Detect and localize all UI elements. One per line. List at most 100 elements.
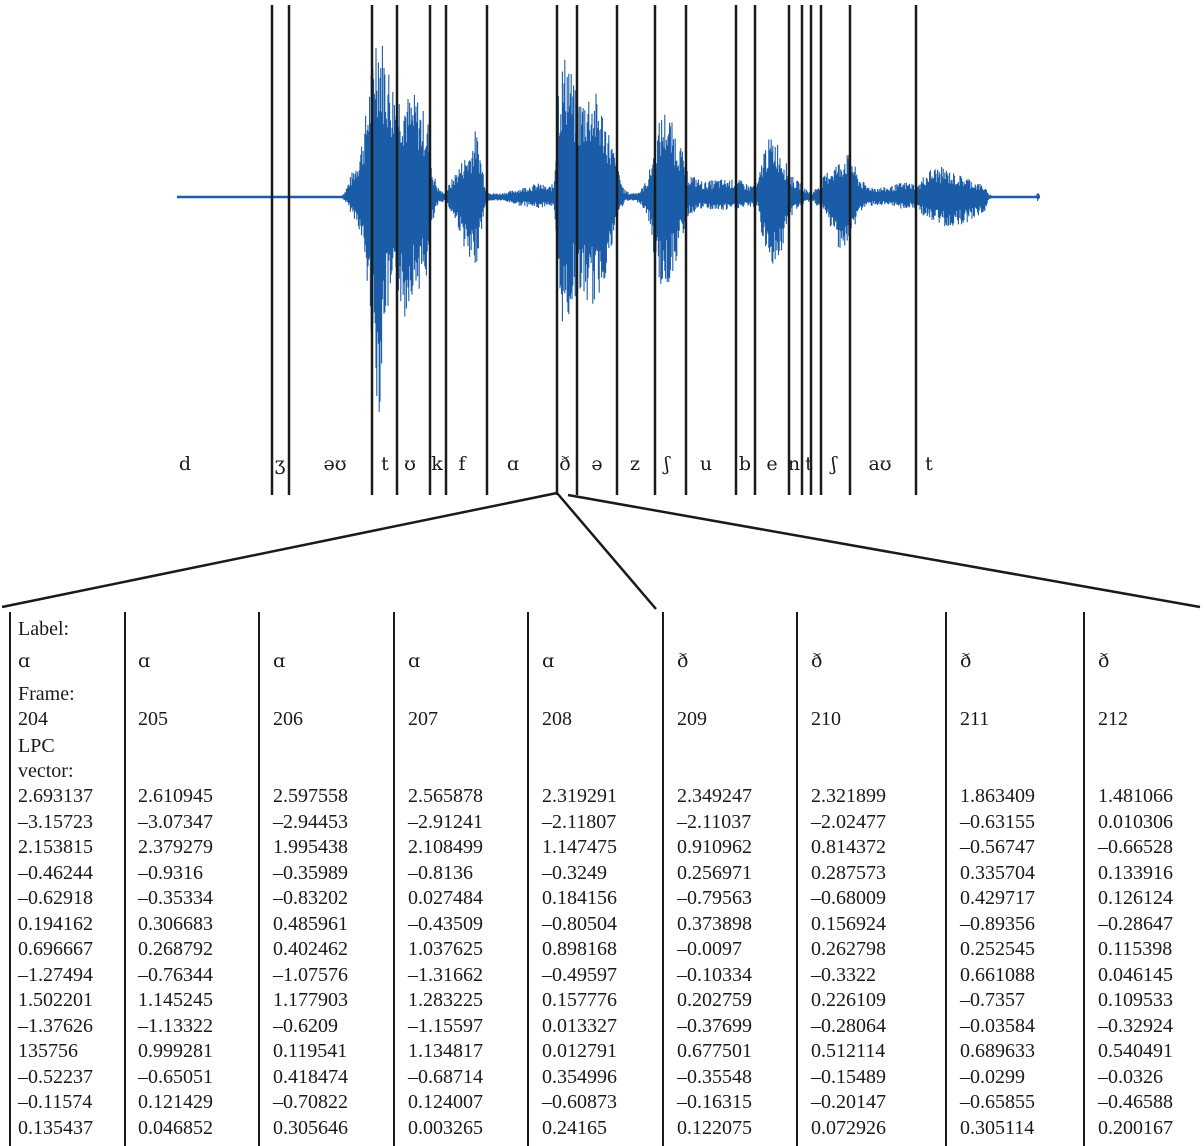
frame-cell: 205 [138,708,168,730]
lpc-value-cell: –0.0326 [1098,1065,1163,1088]
lpc-value-cell: 0.305114 [960,1116,1035,1139]
lpc-value-cell: 0.696667 [18,938,93,960]
lpc-value-cell: –0.10334 [677,963,752,986]
lpc-value-cell: 0.226109 [811,989,886,1011]
frame-cell: 208 [542,708,572,730]
lpc-value-cell: 0.157776 [542,989,617,1011]
lpc-value-cell: 0.910962 [677,836,752,858]
lpc-value-cell: –0.32924 [1098,1014,1173,1037]
lpc-value-cell: 0.194162 [18,912,93,935]
lpc-value-cell: –1.27494 [18,963,93,986]
label-heading: Label: [18,618,70,640]
lpc-value-cell: 0.898168 [542,938,617,960]
phoneme-label: f [458,453,467,475]
lpc-value-cell: 0.689633 [960,1040,1035,1062]
lpc-value-cell: 0.003265 [408,1116,483,1139]
lpc-value-cell: –0.79563 [677,887,752,909]
lpc-value-cell: –3.15723 [18,810,93,833]
frame-cell: 210 [811,708,841,730]
lpc-value-cell: 0.124007 [408,1091,483,1113]
phoneme-label: ɑ [507,453,519,475]
lpc-value-cell: 2.693137 [18,785,93,807]
lpc-value-cell: –0.15489 [811,1065,886,1088]
lpc-value-cell: 0.262798 [811,938,886,960]
lpc-value-cell: –0.52237 [18,1065,93,1088]
lpc-value-cell: 1.147475 [542,836,617,858]
lpc-value-cell: 1.134817 [408,1040,483,1062]
phoneme-label: aʊ [868,453,891,475]
lpc-value-cell: –0.66528 [1098,836,1173,858]
lpc-value-cell: –0.35334 [138,887,213,909]
phoneme-label: ə [591,453,602,475]
phoneme-label: z [630,453,640,475]
lpc-value-cell: 2.610945 [138,785,213,807]
lpc-value-cell: –0.28064 [811,1014,886,1037]
lpc-value-cell: –0.76344 [138,963,213,986]
lpc-value-cell: 0.156924 [811,912,886,935]
lpc-value-cell: 0.121429 [138,1091,213,1113]
lpc-value-cell: 0.184156 [542,887,617,909]
lpc-value-cell: 0.126124 [1098,887,1173,909]
phoneme-boundaries [270,5,918,495]
lpc-value-cell: 0.429717 [960,887,1035,909]
label-cell: ð [960,650,972,672]
lpc-value-cell: 2.108499 [408,836,483,858]
phoneme-label: ʊ [404,453,416,475]
lpc-heading-line-1: LPC [18,735,55,757]
phoneme-label: ʃ [829,453,838,475]
lpc-value-cell: –0.20147 [811,1091,886,1113]
lpc-value-cell: 135756 [18,1040,78,1062]
lpc-value-cell: 0.012791 [542,1040,617,1062]
lpc-value-cell: –2.91241 [408,810,483,833]
frame-cell: 207 [408,708,438,730]
lpc-table-grid [9,612,1085,1146]
lpc-value-cell: 1.283225 [408,989,483,1011]
lpc-value-cell: 0.256971 [677,861,752,884]
phoneme-label: ʃ [662,453,671,475]
lpc-value-cell: 0.402462 [273,938,348,960]
lpc-value-cell: –0.8136 [408,861,473,884]
label-cell: ɑ [18,650,31,672]
lpc-heading-line-2: vector: [18,760,74,782]
lpc-value-cell: –0.03584 [960,1014,1035,1037]
lpc-value-cell: 0.661088 [960,963,1035,986]
phoneme-label: ð [559,453,570,475]
lpc-value-cell: 0.109533 [1098,989,1173,1011]
lpc-value-cell: –0.80504 [542,912,617,935]
lpc-value-cell: –0.7357 [960,989,1025,1011]
phoneme-labels: d ʒ əʊ t ʊ k f ɑ ð ə z ʃ u b e n t ʃ aʊ t [179,453,933,475]
lpc-value-cell: 1.995438 [273,836,348,858]
lpc-value-cell: –0.3249 [542,861,607,884]
lpc-value-cell: –0.49597 [542,963,617,986]
lpc-value-cell: 0.354996 [542,1065,617,1088]
lpc-value-cell: 0.046145 [1098,963,1173,986]
lpc-value-cell: 0.512114 [811,1040,886,1062]
lpc-value-cell: –0.0097 [677,938,742,960]
lpc-value-cell: 2.565878 [408,785,483,807]
lpc-value-cell: 0.202759 [677,989,752,1011]
lpc-value-cell: –0.35989 [273,861,348,884]
lpc-value-cell: 0.119541 [273,1040,348,1062]
lpc-value-cell: 0.135437 [18,1116,93,1139]
lpc-value-cell: –1.37626 [18,1014,93,1037]
lpc-value-cell: 0.335704 [960,861,1035,884]
label-cell: ɑ [273,650,286,672]
lpc-value-cell: 0.485961 [273,912,348,935]
lpc-value-cell: 0.122075 [677,1116,752,1139]
lpc-value-cell: –0.68714 [408,1065,483,1088]
phoneme-label: t [925,453,933,475]
lpc-value-cell: –2.11807 [542,810,617,833]
lpc-value-cell: 0.268792 [138,938,213,960]
lpc-value-cell: –3.07347 [138,810,213,833]
zoom-callout-lines [1,491,1201,610]
phoneme-label: t [805,453,813,475]
lpc-value-cell: 0.287573 [811,861,886,884]
label-cell: ɑ [408,650,421,672]
lpc-value-cell: 2.153815 [18,836,93,858]
lpc-value-cell: –0.46588 [1098,1091,1173,1113]
lpc-value-cell: –0.56747 [960,836,1035,858]
lpc-value-cell: 2.597558 [273,785,348,807]
lpc-value-cell: –2.02477 [811,810,886,833]
lpc-value-cell: 1.502201 [18,989,93,1011]
lpc-value-cell: 0.046852 [138,1116,213,1139]
